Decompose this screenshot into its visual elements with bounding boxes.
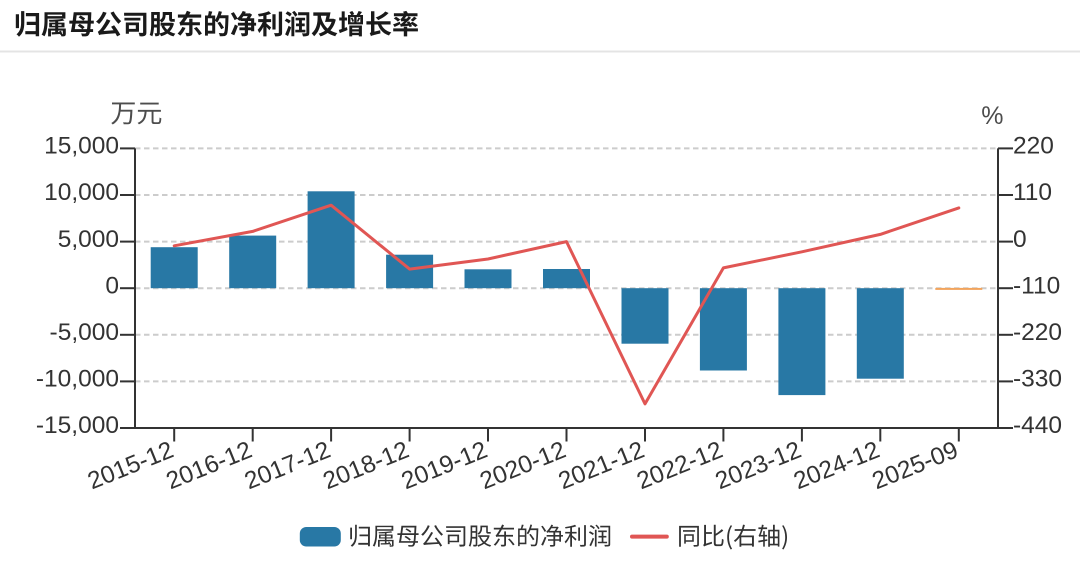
svg-text:15,000: 15,000 [44,133,119,160]
svg-text:-440: -440 [1013,412,1062,439]
svg-text:0: 0 [1013,226,1027,253]
svg-text:-15,000: -15,000 [36,412,119,439]
svg-text:0: 0 [105,272,119,299]
svg-text:5,000: 5,000 [58,226,119,253]
svg-text:110: 110 [1013,179,1052,206]
svg-text:220: 220 [1013,133,1054,160]
svg-text:10,000: 10,000 [44,179,119,206]
svg-text:-110: -110 [1013,272,1060,299]
svg-text:%: % [981,102,1003,130]
svg-text:-330: -330 [1013,366,1062,393]
svg-text:-10,000: -10,000 [36,366,119,393]
svg-text:-220: -220 [1013,319,1062,346]
svg-text:-5,000: -5,000 [50,319,119,346]
